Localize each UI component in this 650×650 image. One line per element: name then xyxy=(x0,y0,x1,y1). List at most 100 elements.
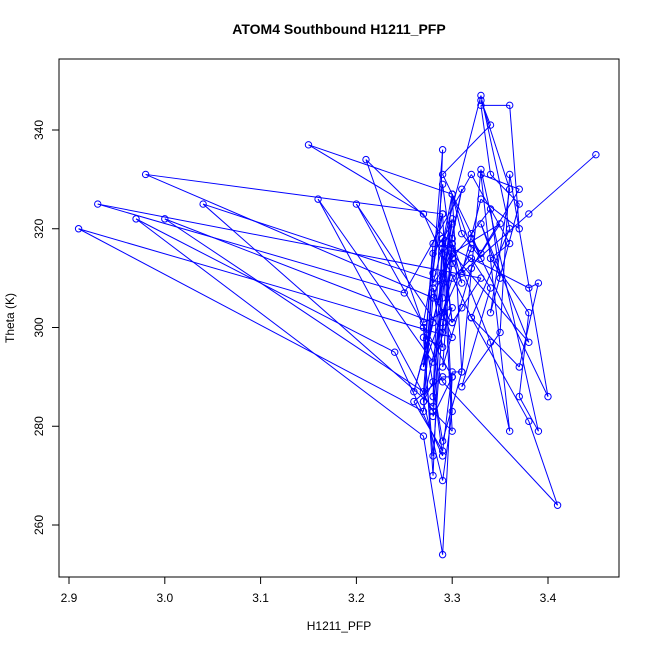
data-point xyxy=(438,308,447,317)
data-point xyxy=(419,387,428,396)
series-segment xyxy=(509,174,549,397)
data-point xyxy=(467,313,476,322)
series-segment xyxy=(480,169,539,432)
data-point xyxy=(419,333,428,342)
data-point xyxy=(94,200,102,208)
series-segment xyxy=(451,194,463,372)
series-segment xyxy=(451,253,530,343)
data-point xyxy=(429,358,437,366)
data-point xyxy=(515,225,523,233)
data-point xyxy=(438,210,447,218)
data-point xyxy=(429,402,437,411)
data-point xyxy=(141,170,150,179)
data-point xyxy=(477,274,485,282)
series-segment xyxy=(470,238,549,397)
series-segment xyxy=(97,203,405,294)
data-point xyxy=(496,328,504,337)
data-point xyxy=(477,101,485,110)
data-point xyxy=(458,368,466,376)
data-point xyxy=(429,412,437,421)
data-point xyxy=(515,392,523,401)
data-point xyxy=(438,447,447,455)
series-segment xyxy=(528,421,559,506)
series-segment xyxy=(480,95,511,229)
data-point xyxy=(448,215,456,223)
x-tick-label: 3.4 xyxy=(540,591,557,605)
data-point xyxy=(553,501,562,509)
series-segment xyxy=(451,307,463,323)
y-tick-label: 280 xyxy=(32,416,46,436)
series-segment xyxy=(442,174,472,234)
data-point xyxy=(458,383,466,391)
data-point xyxy=(429,269,437,277)
data-point xyxy=(438,318,447,327)
data-point xyxy=(467,244,476,253)
series-segment xyxy=(164,218,424,393)
data-point xyxy=(505,170,514,179)
data-point xyxy=(544,392,552,401)
data-point xyxy=(592,150,600,159)
data-point xyxy=(419,318,428,327)
series-segment xyxy=(461,169,482,372)
data-point xyxy=(161,215,169,223)
series-segment xyxy=(202,203,443,284)
data-point xyxy=(505,427,514,435)
data-point xyxy=(486,284,495,292)
data-point xyxy=(525,210,533,218)
data-point xyxy=(429,452,437,460)
data-point xyxy=(304,141,313,149)
data-point xyxy=(477,96,485,105)
data-point xyxy=(199,200,207,208)
series-segment xyxy=(145,173,434,299)
data-point xyxy=(448,254,456,263)
data-point xyxy=(448,239,456,248)
data-point xyxy=(438,239,447,248)
data-point xyxy=(448,373,456,381)
series-segment xyxy=(490,174,520,205)
data-point xyxy=(448,304,456,312)
data-point xyxy=(486,308,495,317)
series-points xyxy=(74,91,600,559)
data-point xyxy=(438,170,447,179)
series-segment xyxy=(490,243,510,259)
series-segment xyxy=(422,337,434,456)
data-point xyxy=(505,239,514,248)
series-segment xyxy=(480,100,511,190)
data-point xyxy=(429,279,437,287)
data-point xyxy=(448,220,456,228)
chart-title: ATOM4 Southbound H1211_PFP xyxy=(232,21,445,37)
data-point xyxy=(429,249,437,258)
series-segment xyxy=(432,149,444,397)
data-point xyxy=(477,91,485,100)
data-point xyxy=(477,165,485,174)
series-segment xyxy=(490,258,530,313)
data-point xyxy=(458,304,466,312)
series-segment xyxy=(403,174,472,294)
data-point xyxy=(438,328,447,337)
data-point xyxy=(448,234,456,243)
data-point xyxy=(515,363,523,371)
series-segment xyxy=(480,223,501,254)
data-point xyxy=(448,190,456,198)
series-segment xyxy=(461,287,492,387)
series-segment xyxy=(432,184,444,274)
data-point xyxy=(429,239,437,248)
data-point xyxy=(419,210,428,218)
data-point xyxy=(419,323,428,332)
data-point xyxy=(467,229,476,238)
y-tick-label: 340 xyxy=(32,120,46,140)
data-point xyxy=(448,333,456,342)
data-point xyxy=(438,437,447,445)
series-segment xyxy=(518,312,530,397)
data-point xyxy=(467,234,476,243)
series-segment xyxy=(461,198,482,274)
data-point xyxy=(486,338,495,347)
data-point xyxy=(477,195,485,203)
data-point xyxy=(525,338,533,347)
data-point xyxy=(477,170,485,179)
data-point xyxy=(438,476,447,485)
series-segment xyxy=(413,376,443,402)
data-point xyxy=(438,550,447,559)
data-point xyxy=(477,249,485,258)
